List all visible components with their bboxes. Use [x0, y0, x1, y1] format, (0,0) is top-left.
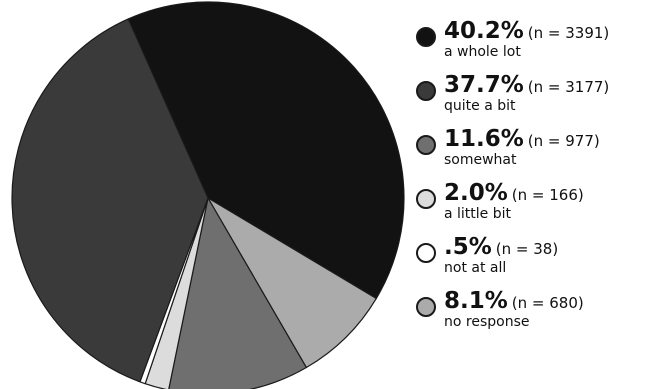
- pie-slice-no-response: [207, 197, 377, 369]
- legend-count: (n = 3391): [527, 24, 610, 42]
- legend-count: (n = 680): [511, 294, 584, 312]
- pie-chart-svg: [11, 1, 405, 389]
- legend-item-a-whole-lot: 40.2% (n = 3391) a whole lot: [416, 20, 648, 74]
- legend-label: quite a bit: [444, 98, 516, 114]
- pie-slice-somewhat: [168, 197, 307, 389]
- legend-percent: .5%: [444, 234, 492, 260]
- legend-item-a-little-bit: 2.0% (n = 166) a little bit: [416, 182, 648, 236]
- legend-percent: 2.0%: [444, 180, 508, 206]
- legend-label: a whole lot: [444, 44, 521, 60]
- legend: 40.2% (n = 3391) a whole lot 37.7% (n = 31…: [416, 20, 648, 344]
- pie-slice-quite-a-bit: [11, 18, 209, 383]
- legend-swatch-not-at-all: [416, 243, 436, 263]
- legend-swatch-a-whole-lot: [416, 27, 436, 47]
- legend-count: (n = 3177): [527, 78, 610, 96]
- legend-label: not at all: [444, 260, 507, 276]
- legend-label: somewhat: [444, 152, 517, 168]
- pie-chart: [11, 1, 405, 389]
- legend-swatch-a-little-bit: [416, 189, 436, 209]
- legend-count: (n = 38): [495, 240, 559, 258]
- legend-percent: 8.1%: [444, 288, 508, 314]
- legend-label: a little bit: [444, 206, 512, 222]
- legend-item-no-response: 8.1% (n = 680) no response: [416, 290, 648, 344]
- legend-count: (n = 977): [527, 132, 600, 150]
- legend-percent: 40.2%: [444, 18, 524, 44]
- legend-swatch-quite-a-bit: [416, 81, 436, 101]
- legend-swatch-no-response: [416, 297, 436, 317]
- legend-swatch-somewhat: [416, 135, 436, 155]
- legend-item-somewhat: 11.6% (n = 977) somewhat: [416, 128, 648, 182]
- legend-item-not-at-all: .5% (n = 38) not at all: [416, 236, 648, 290]
- pie-slice-a-whole-lot: [127, 1, 405, 300]
- legend-label: no response: [444, 314, 530, 330]
- legend-item-quite-a-bit: 37.7% (n = 3177) quite a bit: [416, 74, 648, 128]
- legend-percent: 37.7%: [444, 72, 524, 98]
- legend-percent: 11.6%: [444, 126, 524, 152]
- legend-count: (n = 166): [511, 186, 584, 204]
